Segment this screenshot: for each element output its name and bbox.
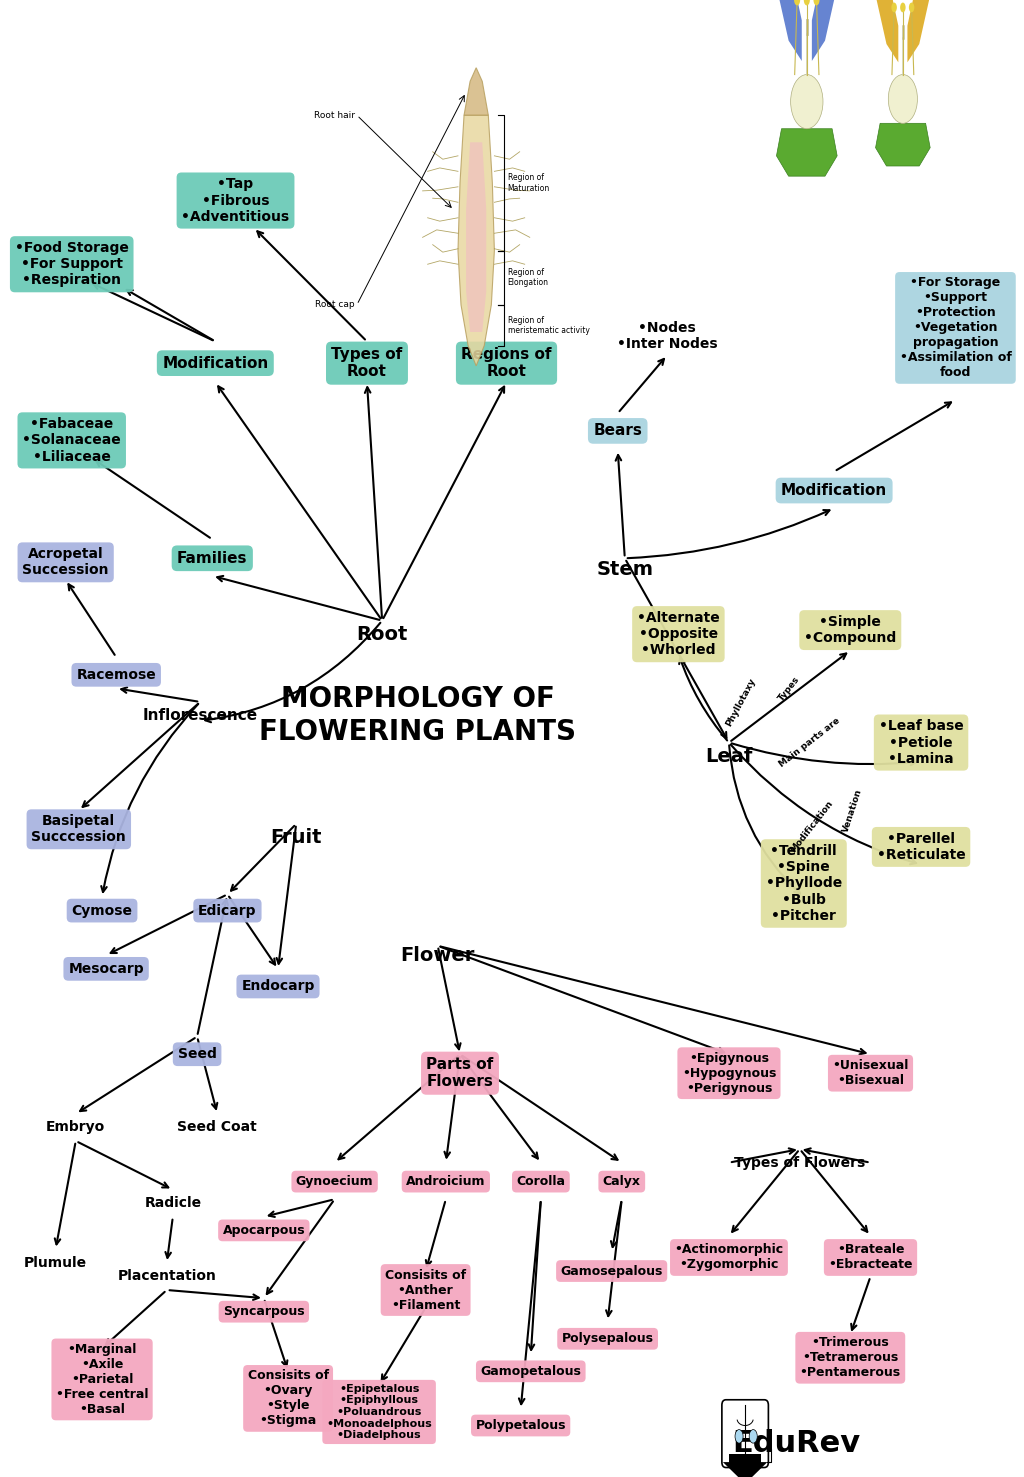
Ellipse shape xyxy=(791,74,823,128)
Text: •Tap
•Fibrous
•Adventitious: •Tap •Fibrous •Adventitious xyxy=(181,177,290,223)
Text: •Epigynous
•Hypogynous
•Perigynous: •Epigynous •Hypogynous •Perigynous xyxy=(682,1052,776,1094)
Text: Regions of
Root: Regions of Root xyxy=(461,347,552,380)
Text: Types of
Root: Types of Root xyxy=(332,347,402,380)
Text: •Simple
•Compound: •Simple •Compound xyxy=(804,614,896,645)
Text: Root cap: Root cap xyxy=(315,300,355,309)
Text: Region of
Maturation: Region of Maturation xyxy=(508,173,550,192)
Text: Flower: Flower xyxy=(400,945,475,964)
Text: Stem: Stem xyxy=(596,560,653,579)
Polygon shape xyxy=(776,128,838,176)
Text: Root hair: Root hair xyxy=(313,111,355,120)
Text: •Leaf base
•Petiole
•Lamina: •Leaf base •Petiole •Lamina xyxy=(879,719,964,765)
Text: •Tendrill
•Spine
•Phyllode
•Bulb
•Pitcher: •Tendrill •Spine •Phyllode •Bulb •Pitche… xyxy=(766,843,842,923)
Text: Cymose: Cymose xyxy=(72,904,132,917)
Text: Parts of
Flowers: Parts of Flowers xyxy=(426,1058,494,1090)
Text: •Food Storage
•For Support
•Respiration: •Food Storage •For Support •Respiration xyxy=(14,241,129,288)
Ellipse shape xyxy=(750,1430,758,1443)
Text: Inflorescence: Inflorescence xyxy=(142,707,258,722)
Text: Region of
Elongation: Region of Elongation xyxy=(508,269,549,288)
Ellipse shape xyxy=(735,1430,743,1443)
Text: Seed: Seed xyxy=(178,1047,216,1062)
Ellipse shape xyxy=(804,0,810,6)
Text: Radicle: Radicle xyxy=(144,1196,202,1210)
Ellipse shape xyxy=(892,3,897,12)
Text: •Fabaceae
•Solanaceae
•Liliaceae: •Fabaceae •Solanaceae •Liliaceae xyxy=(23,417,121,464)
Text: Leaf: Leaf xyxy=(706,746,753,765)
Text: Region of
meristematic activity: Region of meristematic activity xyxy=(508,316,590,335)
Polygon shape xyxy=(812,0,838,61)
Text: Types of Flowers: Types of Flowers xyxy=(734,1155,865,1170)
Polygon shape xyxy=(464,68,488,115)
Text: •Marginal
•Axile
•Parietal
•Free central
•Basal: •Marginal •Axile •Parietal •Free central… xyxy=(56,1343,148,1416)
Text: Venation: Venation xyxy=(841,787,863,833)
FancyBboxPatch shape xyxy=(729,1453,761,1468)
Text: Calyx: Calyx xyxy=(603,1176,641,1188)
Text: Families: Families xyxy=(177,551,248,566)
Polygon shape xyxy=(466,142,486,332)
Text: Fruit: Fruit xyxy=(270,829,322,846)
Text: EduRev: EduRev xyxy=(732,1428,861,1458)
Text: Edicarp: Edicarp xyxy=(199,904,257,917)
Text: Main parts are: Main parts are xyxy=(777,716,842,770)
Text: Phyllotaxy: Phyllotaxy xyxy=(725,676,758,728)
Text: •Brateale
•Ebracteate: •Brateale •Ebracteate xyxy=(828,1244,912,1272)
Polygon shape xyxy=(458,115,495,366)
Text: Consisits of
•Anther
•Filament: Consisits of •Anther •Filament xyxy=(385,1269,466,1312)
Ellipse shape xyxy=(794,0,800,6)
Text: Basipetal
Succcession: Basipetal Succcession xyxy=(32,814,126,845)
Text: Placentation: Placentation xyxy=(118,1269,216,1284)
Text: •Actinomorphic
•Zygomorphic: •Actinomorphic •Zygomorphic xyxy=(675,1244,783,1272)
Text: Mesocarp: Mesocarp xyxy=(69,962,144,976)
Polygon shape xyxy=(723,1462,767,1477)
Text: Endocarp: Endocarp xyxy=(242,979,314,994)
Polygon shape xyxy=(776,0,802,61)
Text: Polysepalous: Polysepalous xyxy=(561,1332,653,1346)
Text: MORPHOLOGY OF
FLOWERING PLANTS: MORPHOLOGY OF FLOWERING PLANTS xyxy=(259,685,577,746)
Text: Embryo: Embryo xyxy=(46,1121,105,1134)
Text: Modification: Modification xyxy=(162,356,268,371)
Text: Gamosepalous: Gamosepalous xyxy=(560,1264,663,1278)
Polygon shape xyxy=(907,0,930,62)
Text: Plumule: Plumule xyxy=(24,1255,87,1270)
Text: •For Storage
•Support
•Protection
•Vegetation
propagation
•Assimilation of
food: •For Storage •Support •Protection •Veget… xyxy=(899,276,1012,380)
Text: •Nodes
•Inter Nodes: •Nodes •Inter Nodes xyxy=(617,321,718,352)
Text: Gamopetalous: Gamopetalous xyxy=(480,1365,582,1378)
FancyBboxPatch shape xyxy=(722,1400,768,1468)
Text: Modification: Modification xyxy=(788,799,835,854)
Text: Acropetal
Succession: Acropetal Succession xyxy=(23,548,109,578)
Polygon shape xyxy=(876,0,898,62)
Text: •Trimerous
•Tetramerous
•Pentamerous: •Trimerous •Tetramerous •Pentamerous xyxy=(800,1337,901,1380)
Text: •Parellel
•Reticulate: •Parellel •Reticulate xyxy=(877,832,966,863)
Text: •Epipetalous
•Epiphyllous
•Poluandrous
•Monoadelphous
•Diadelphous: •Epipetalous •Epiphyllous •Poluandrous •… xyxy=(327,1384,432,1440)
Text: Seed Coat: Seed Coat xyxy=(177,1121,257,1134)
Text: Types: Types xyxy=(777,674,802,703)
Text: Androicium: Androicium xyxy=(407,1176,485,1188)
Ellipse shape xyxy=(900,3,905,12)
Ellipse shape xyxy=(909,3,914,12)
Text: Corolla: Corolla xyxy=(516,1176,565,1188)
Text: Gynoecium: Gynoecium xyxy=(296,1176,374,1188)
Text: Bears: Bears xyxy=(593,424,642,439)
Ellipse shape xyxy=(888,74,918,123)
Text: •Unisexual
•Bisexual: •Unisexual •Bisexual xyxy=(833,1059,908,1087)
Text: Syncarpous: Syncarpous xyxy=(223,1306,305,1317)
Text: Apocarpous: Apocarpous xyxy=(222,1224,305,1236)
Text: Modification: Modification xyxy=(781,483,887,498)
Text: Consisits of
•Ovary
•Style
•Stigma: Consisits of •Ovary •Style •Stigma xyxy=(248,1369,329,1427)
Polygon shape xyxy=(876,123,930,165)
Text: Root: Root xyxy=(356,625,408,644)
Text: Racemose: Racemose xyxy=(77,668,156,682)
Text: •Alternate
•Opposite
•Whorled: •Alternate •Opposite •Whorled xyxy=(637,611,720,657)
Text: Polypetalous: Polypetalous xyxy=(475,1419,566,1433)
Ellipse shape xyxy=(813,0,819,6)
